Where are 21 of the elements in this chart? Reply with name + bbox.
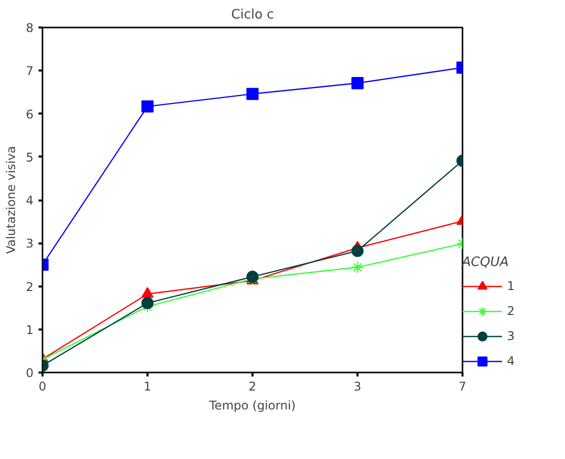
x-tick-label: 0 <box>38 380 46 394</box>
y-tick-label: 1 <box>26 322 34 337</box>
x-axis-title: Tempo (giorni) <box>208 398 296 412</box>
y-tick-label: 3 <box>26 236 34 251</box>
y-tick-label: 6 <box>26 107 34 122</box>
y-tick-label: 4 <box>26 194 34 208</box>
legend-label: 2 <box>507 304 516 318</box>
y-tick-label: 2 <box>26 280 34 294</box>
y-tick-label: 5 <box>26 150 34 164</box>
y-tick-label: 0 <box>26 366 34 380</box>
legend-label: 1 <box>507 279 516 293</box>
y-tick-label: 8 <box>26 21 34 35</box>
y-tick-label: 7 <box>26 64 34 78</box>
x-tick-label: 7 <box>458 380 466 394</box>
chart-title: Ciclo c <box>231 8 274 22</box>
x-tick-label: 3 <box>354 380 362 394</box>
y-axis-title: Valutazione visiva <box>4 146 18 254</box>
x-tick-label: 1 <box>144 380 152 394</box>
x-tick-label: 2 <box>248 380 256 394</box>
legend-label: 3 <box>507 329 516 343</box>
legend-label: 4 <box>507 354 516 368</box>
